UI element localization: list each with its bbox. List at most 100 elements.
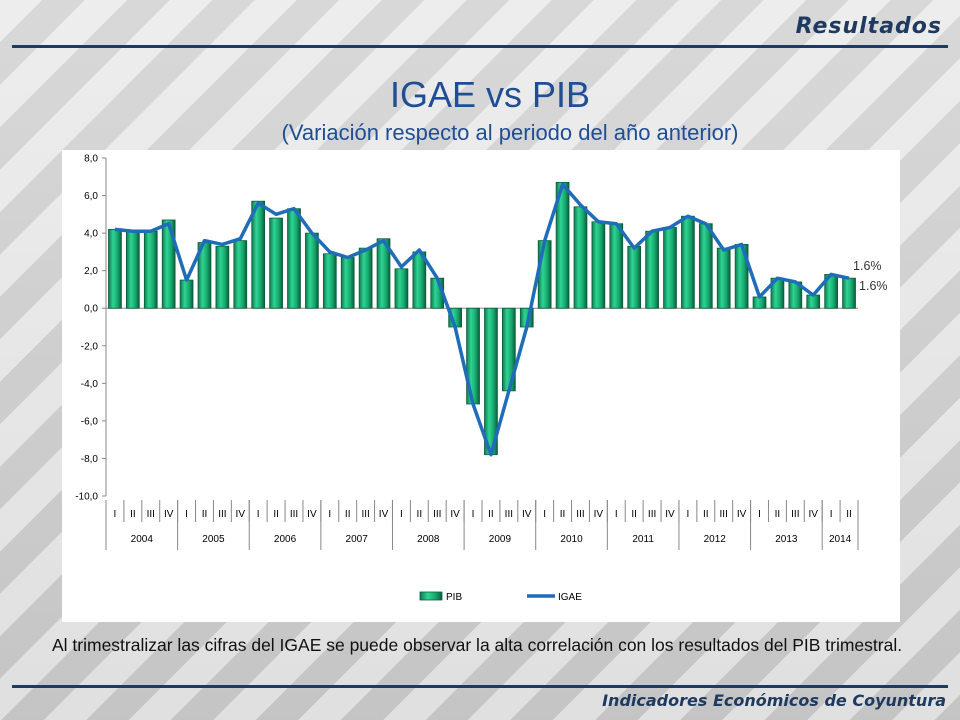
x-year-label: 2008 <box>417 534 440 545</box>
bar-pib <box>143 230 158 309</box>
x-quarter-label: II <box>273 509 279 520</box>
x-quarter-label: II <box>417 509 423 520</box>
legend-swatch-pib <box>419 591 443 601</box>
y-tick-label: 6,0 <box>84 191 98 202</box>
bar-pib <box>340 257 355 309</box>
bar-pib <box>269 217 283 309</box>
legend-label-igae: IGAE <box>558 592 582 603</box>
annotations: 1.6% 1.6% <box>853 259 888 293</box>
x-quarter-label: III <box>361 509 369 520</box>
x-quarter-label: IV <box>164 509 174 520</box>
x-quarter-label: III <box>648 509 656 520</box>
bar-pib <box>627 245 642 309</box>
bar-pib <box>251 200 266 309</box>
note-text: Al trimestralizar las cifras del IGAE se… <box>52 635 903 655</box>
x-quarter-label: III <box>720 509 728 520</box>
top-divider <box>12 45 948 48</box>
bar-pib <box>681 215 695 309</box>
x-quarter-label: III <box>290 509 298 520</box>
x-quarter-label: IV <box>809 509 819 520</box>
x-year-label: 2011 <box>632 534 654 545</box>
bar-pib <box>322 253 337 309</box>
x-quarter-label: II <box>488 509 494 520</box>
x-quarter-label: IV <box>307 509 317 520</box>
y-tick-label: -6,0 <box>81 416 99 427</box>
bar-pib <box>215 245 230 309</box>
x-year-label: 2014 <box>829 534 852 545</box>
bar-pib <box>394 268 409 309</box>
bar-pib <box>537 240 552 309</box>
x-year-label: 2006 <box>274 534 297 545</box>
x-quarter-label: I <box>758 509 761 520</box>
bar-pib <box>161 219 176 309</box>
series-line-igae <box>114 182 850 457</box>
bar-pib <box>358 247 373 309</box>
x-quarter-label: I <box>687 509 690 520</box>
x-quarter-label: I <box>400 509 403 520</box>
bar-pib <box>305 232 319 309</box>
x-quarter-label: I <box>328 509 331 520</box>
page-subtitle: (Variación respecto al periodo del año a… <box>281 120 739 145</box>
x-year-label: 2013 <box>775 534 798 545</box>
x-quarter-label: IV <box>737 509 747 520</box>
x-quarter-label: I <box>830 509 833 520</box>
bar-pib <box>806 294 821 309</box>
annotation-igae: 1.6% <box>853 259 882 273</box>
x-quarter-label: II <box>560 509 566 520</box>
x-quarter-label: I <box>543 509 546 520</box>
line-igae <box>114 182 850 457</box>
bar-pib <box>591 221 606 309</box>
x-quarter-label: III <box>147 509 155 520</box>
legend-label-pib: PIB <box>446 592 462 603</box>
bar-pib <box>698 223 713 309</box>
x-quarter-label: III <box>505 509 513 520</box>
bar-pib <box>663 227 677 309</box>
bar-pib <box>179 279 194 309</box>
x-quarter-label: II <box>345 509 351 520</box>
x-quarter-label: IV <box>522 509 532 520</box>
bar-pib <box>555 182 570 309</box>
chart-svg: 8,06,04,02,00,0-2,0-4,0-6,0-8,0-10,0 I II… <box>75 154 888 604</box>
bars-pib <box>108 182 856 456</box>
x-quarter-label: IV <box>236 509 246 520</box>
x-quarter-label: I <box>472 509 475 520</box>
bar-pib <box>108 228 122 309</box>
x-quarter-label: II <box>703 509 709 520</box>
x-axis: I II III IV I II III IV I II III IV I II III IV I II III IV… <box>105 500 859 550</box>
x-quarter-label: IV <box>594 509 604 520</box>
x-quarter-label: III <box>791 509 799 520</box>
x-year-label: 2009 <box>489 534 512 545</box>
legend: PIB IGAE <box>419 591 582 603</box>
bar-pib <box>573 206 588 309</box>
x-year-label: 2010 <box>560 534 583 545</box>
y-tick-label: 2,0 <box>84 266 98 277</box>
x-quarter-label: I <box>615 509 618 520</box>
x-quarter-label: II <box>202 509 208 520</box>
x-quarter-label: I <box>257 509 260 520</box>
y-tick-label: -4,0 <box>81 379 99 390</box>
chart-panel: 8,0 6,0 4,0 2,0 0,0 -2,0 -4,0 -6,0 -8,0 -10,0 I II… <box>62 150 900 622</box>
x-quarter-label: IV <box>665 509 675 520</box>
page-title: IGAE vs PIB <box>389 74 591 115</box>
y-tick-label: 4,0 <box>84 229 98 240</box>
bar-pib <box>233 240 248 309</box>
x-year-label: 2004 <box>131 534 154 545</box>
x-quarter-label: II <box>631 509 637 520</box>
bottom-divider <box>12 685 948 688</box>
footer-text: Indicadores Económicos de Coyuntura <box>602 691 946 710</box>
bar-pib <box>376 238 391 309</box>
section-title: Resultados <box>795 14 942 39</box>
y-tick-label: 8,0 <box>84 154 98 165</box>
x-quarter-label: II <box>130 509 136 520</box>
y-tick-label: -8,0 <box>81 454 99 465</box>
x-quarter-label: I <box>114 509 117 520</box>
bar-pib <box>609 223 624 309</box>
y-axis: 8,0 6,0 4,0 2,0 0,0 -2,0 -4,0 -6,0 -8,0 -10,0 <box>75 154 858 503</box>
bar-pib <box>842 277 856 309</box>
x-quarter-label: II <box>846 509 852 520</box>
x-quarter-label: III <box>218 509 226 520</box>
x-quarter-label: IV <box>450 509 460 520</box>
x-year-label: 2007 <box>346 534 369 545</box>
x-year-label: 2005 <box>202 534 225 545</box>
bar-pib <box>645 230 659 309</box>
